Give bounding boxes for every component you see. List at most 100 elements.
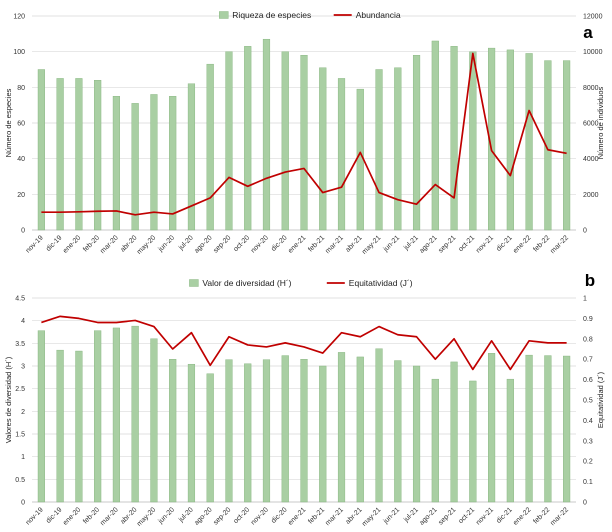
y-tick-label-right: 8000 [583,85,599,92]
bar [225,51,233,231]
x-tick-label: jun-20 [157,234,176,253]
x-tick-label: nov-19 [25,506,45,526]
x-tick-label: mar-21 [324,506,345,527]
y-tick-label-right: 0.3 [583,438,593,445]
bar [394,360,402,503]
bar [37,69,45,231]
bar [394,67,402,231]
y-tick-label-left: 0 [21,228,25,235]
x-tick-label: jun-21 [382,234,401,253]
bar [225,359,233,503]
x-tick-label: nov-20 [250,506,270,526]
x-tick-label: oct-21 [458,234,477,253]
bar [431,378,439,503]
bar [75,350,83,503]
x-tick-label: nov-21 [475,234,495,254]
bar [94,79,102,231]
y-tick-label-right: 2000 [583,192,599,199]
y-tick-label-right: 0.4 [583,418,593,425]
bar [563,60,571,231]
bar [169,96,177,231]
y-tick-label-left: 4.5 [15,296,25,303]
x-tick-label: may-21 [361,506,383,528]
bar [112,96,120,231]
x-tick-label: ene-22 [512,234,532,254]
bar [469,380,477,503]
bar [525,354,533,503]
bar [412,55,421,231]
bar [356,356,364,503]
bar [300,359,308,503]
bar [412,365,421,503]
bar [450,361,458,503]
y-axis-title-right: Número de individuos [596,86,605,159]
bar [244,46,252,231]
y-tick-label-left: 60 [17,121,25,128]
bar [56,349,64,503]
bar [300,55,308,231]
x-tick-label: ago-20 [193,234,213,254]
y-axis-title-left: Valores de diversidad (H´) [4,356,13,443]
y-tick-label-left: 1.5 [15,432,25,439]
y-tick-label-right: 0.2 [583,459,593,466]
bar [375,348,383,503]
bar [150,338,158,503]
x-tick-label: may-20 [136,234,158,256]
bar [75,78,83,231]
bar [206,63,214,231]
x-tick-label: sep-20 [212,234,232,254]
y-tick-label-left: 80 [17,85,25,92]
legend-label-line: Abundancia [356,10,401,20]
x-tick-label: nov-21 [475,506,495,526]
bar [37,330,45,503]
legend-a: Riqueza de especies Abundancia [219,10,401,20]
bar [187,363,196,503]
bar [544,60,552,231]
bar [319,365,327,503]
y-tick-label-right: 6000 [583,121,599,128]
x-tick-label: oct-20 [232,506,251,525]
x-tick-label: oct-20 [232,234,251,253]
bar [506,378,514,503]
y-tick-label-left: 3.5 [15,341,25,348]
x-tick-label: nov-19 [25,234,45,254]
legend-label-bar: Valor de diversidad (H´) [202,278,291,288]
legend-label-line: Equitatividad (J´) [349,278,413,288]
bar [469,51,477,231]
y-tick-label-left: 40 [17,156,25,163]
bar [206,373,214,503]
x-tick-label: sep-20 [212,506,232,526]
bar [431,40,439,231]
x-tick-label: mar-20 [99,234,120,255]
legend-swatch-bar [219,11,229,19]
series-line-a [41,52,567,216]
y-tick-label-left: 120 [13,14,25,21]
x-tick-label: mar-20 [99,506,120,527]
y-tick-label-right: 12000 [583,14,603,21]
legend-b: Valor de diversidad (H´) Equitatividad (J… [189,278,413,288]
x-tick-label: nov-20 [250,234,270,254]
bar [525,53,533,231]
y-tick-label-left: 0.5 [15,477,25,484]
bar [244,363,252,503]
y-tick-label-right: 0.8 [583,336,593,343]
x-tick-label: sep-21 [437,506,457,526]
x-tick-label: ene-21 [287,234,307,254]
y-tick-label-left: 4 [21,318,25,325]
y-tick-label-right: 4000 [583,156,599,163]
x-tick-label: ene-21 [287,506,307,526]
y-tick-label-left: 100 [13,49,25,56]
y-tick-label-right: 0.9 [583,316,593,323]
bar [150,94,158,231]
bar [131,325,139,503]
y-tick-label-right: 0.6 [583,377,593,384]
y-tick-label-left: 0 [21,500,25,507]
y-tick-label-right: 0.5 [583,398,593,405]
chart-panel-a: 0 20 40 60 80 100 120 0 2000 4000 6000 8000 10000 120… [4,10,605,256]
x-tick-label: may-20 [136,506,158,528]
y-tick-label-left: 2.5 [15,386,25,393]
bar [488,353,496,503]
bar [56,78,64,231]
